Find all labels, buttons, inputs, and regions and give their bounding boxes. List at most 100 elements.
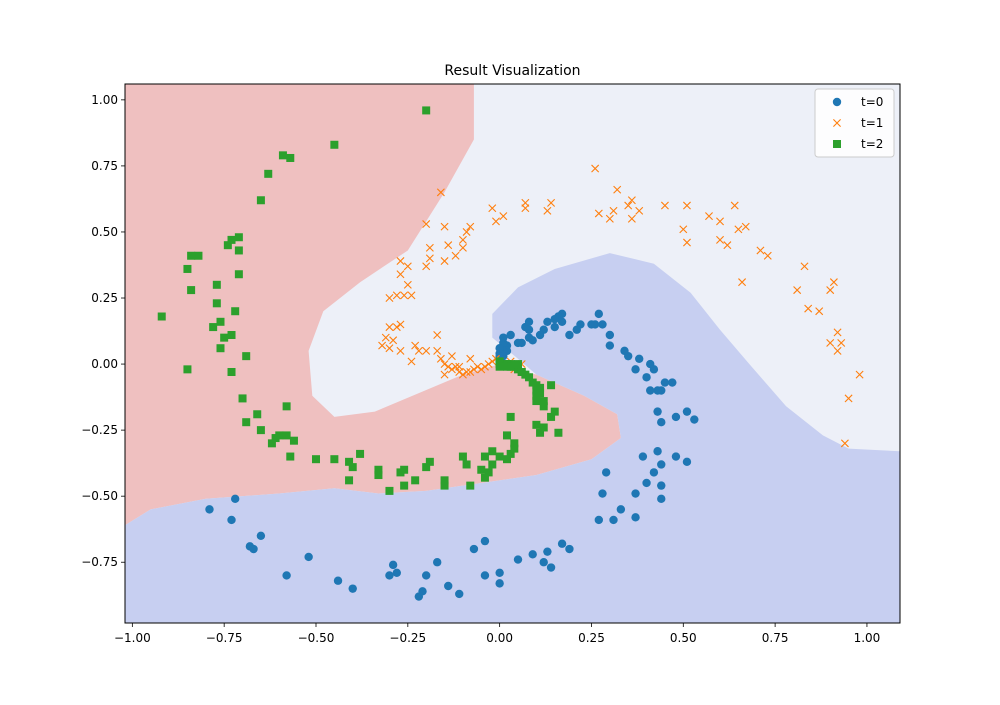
point-t-0: [557, 539, 567, 548]
point-t-1: [793, 286, 802, 295]
point-t-0: [304, 552, 313, 562]
legend-label-t-1: t=1: [861, 116, 883, 130]
point-t-1: [815, 307, 824, 316]
point-t-2: [484, 468, 493, 477]
point-t-2: [495, 357, 504, 366]
point-t-1: [436, 354, 445, 363]
x-tick-label: 0.25: [578, 631, 605, 645]
point-t-2: [488, 447, 497, 456]
point-t-1: [392, 323, 401, 332]
point-t-2: [422, 463, 431, 472]
point-t-1: [462, 368, 471, 376]
point-t-2: [216, 344, 225, 353]
point-t-0: [605, 341, 615, 350]
point-t-2: [480, 452, 489, 461]
point-t-2: [539, 402, 548, 411]
point-t-0: [598, 489, 607, 498]
point-t-0: [543, 547, 552, 556]
point-t-0: [598, 320, 607, 329]
point-t-1: [466, 354, 475, 363]
chart-title: Result Visualization: [444, 63, 580, 79]
x-tick-label: −0.75: [206, 631, 243, 645]
point-t-1: [466, 222, 475, 231]
point-t-2: [517, 367, 526, 376]
point-t-2: [242, 352, 251, 361]
y-tick-label: −0.75: [81, 555, 118, 569]
legend: t=0 t=1 t=2: [814, 88, 895, 158]
point-t-0: [480, 536, 490, 546]
point-t-1: [389, 336, 398, 345]
point-t-2: [212, 280, 221, 289]
point-t-0: [385, 571, 394, 580]
point-t-1: [414, 346, 423, 355]
point-t-2: [488, 460, 497, 469]
series-t-0: [205, 309, 699, 601]
point-t-2: [275, 431, 284, 440]
point-t-1: [627, 196, 636, 205]
point-t-1: [458, 235, 467, 244]
point-t-0: [513, 555, 523, 564]
point-t-1: [436, 188, 445, 197]
point-t-1: [826, 338, 835, 347]
point-t-0: [495, 568, 504, 577]
point-t-0: [642, 478, 651, 488]
point-t-1: [624, 201, 633, 210]
point-t-1: [826, 286, 835, 295]
point-t-1: [433, 331, 442, 339]
point-t-0: [638, 452, 648, 461]
point-t-2: [267, 439, 276, 448]
point-t-1: [855, 370, 864, 379]
point-t-1: [444, 241, 453, 250]
point-t-1: [613, 185, 622, 194]
point-t-1: [396, 346, 405, 355]
point-t-2: [286, 153, 295, 162]
point-t-1: [451, 251, 460, 260]
point-t-2: [256, 426, 265, 435]
point-t-2: [183, 264, 192, 273]
point-t-1: [679, 225, 688, 234]
point-t-0: [348, 584, 357, 593]
point-t-1: [425, 254, 434, 263]
x-tick-label: −0.50: [298, 631, 335, 645]
point-t-0: [594, 309, 604, 319]
point-t-2: [278, 151, 287, 160]
x-tick-label: −0.25: [389, 631, 426, 645]
point-t-1: [385, 344, 394, 353]
point-t-0: [657, 481, 666, 490]
point-t-1: [829, 278, 838, 287]
plot-frame: [124, 83, 901, 624]
point-t-1: [458, 243, 467, 252]
point-t-1: [422, 346, 431, 355]
point-t-2: [282, 402, 291, 411]
point-t-0: [657, 460, 666, 469]
point-t-1: [844, 394, 853, 403]
point-t-1: [804, 304, 813, 313]
point-t-1: [591, 164, 600, 173]
point-t-0: [550, 322, 559, 332]
series-t-2: [157, 106, 563, 495]
y-tick-label: −0.50: [81, 489, 118, 503]
point-t-0: [499, 333, 508, 342]
point-t-1: [480, 362, 489, 371]
point-t-0: [631, 489, 640, 498]
point-t-0: [590, 320, 600, 329]
point-t-2: [286, 452, 295, 461]
y-tick-label: 1.00: [91, 93, 118, 107]
point-t-0: [539, 558, 548, 567]
point-t-2: [502, 431, 511, 440]
point-t-2: [227, 367, 236, 376]
point-t-2: [187, 251, 196, 260]
point-t-0: [605, 330, 615, 340]
point-t-2: [480, 473, 489, 482]
point-t-1: [660, 201, 669, 210]
y-tick-label: 0.50: [91, 225, 118, 239]
point-t-1: [440, 257, 449, 266]
point-t-1: [396, 257, 405, 266]
point-t-2: [374, 471, 383, 480]
point-t-1: [840, 439, 849, 448]
point-t-1: [833, 346, 842, 355]
point-t-2: [536, 428, 545, 437]
point-t-2: [550, 407, 559, 416]
point-t-0: [653, 386, 662, 395]
point-t-0: [671, 452, 681, 461]
